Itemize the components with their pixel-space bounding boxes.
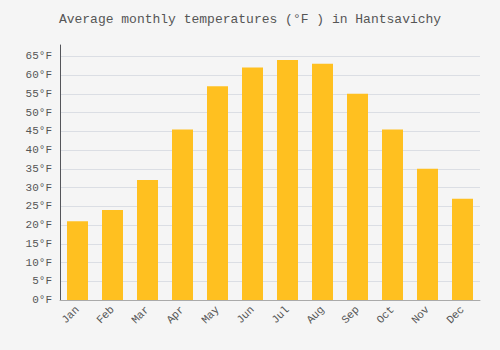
svg-text:5°F: 5°F: [32, 275, 52, 287]
svg-text:15°F: 15°F: [26, 238, 52, 250]
svg-text:25°F: 25°F: [26, 200, 52, 212]
svg-text:Oct: Oct: [374, 304, 396, 326]
svg-text:Aug: Aug: [304, 304, 326, 326]
svg-text:Dec: Dec: [444, 304, 466, 326]
svg-text:Average monthly temperatures (: Average monthly temperatures (°F ) in Ha…: [59, 12, 441, 27]
svg-text:Feb: Feb: [94, 304, 116, 326]
svg-text:0°F: 0°F: [32, 294, 52, 306]
svg-text:Sep: Sep: [339, 304, 361, 326]
svg-text:Nov: Nov: [409, 303, 432, 326]
svg-text:Jul: Jul: [269, 304, 291, 326]
svg-text:60°F: 60°F: [26, 69, 52, 81]
svg-text:40°F: 40°F: [26, 144, 52, 156]
svg-text:55°F: 55°F: [26, 88, 52, 100]
svg-text:May: May: [199, 303, 222, 326]
svg-text:20°F: 20°F: [26, 219, 52, 231]
svg-text:Jun: Jun: [234, 304, 256, 326]
svg-text:Jan: Jan: [59, 304, 81, 326]
svg-text:35°F: 35°F: [26, 163, 52, 175]
svg-text:30°F: 30°F: [26, 182, 52, 194]
svg-text:65°F: 65°F: [26, 50, 52, 62]
svg-text:Mar: Mar: [129, 304, 151, 326]
svg-text:Apr: Apr: [164, 304, 186, 326]
svg-text:45°F: 45°F: [26, 125, 52, 137]
svg-text:10°F: 10°F: [26, 257, 52, 269]
svg-text:50°F: 50°F: [26, 107, 52, 119]
